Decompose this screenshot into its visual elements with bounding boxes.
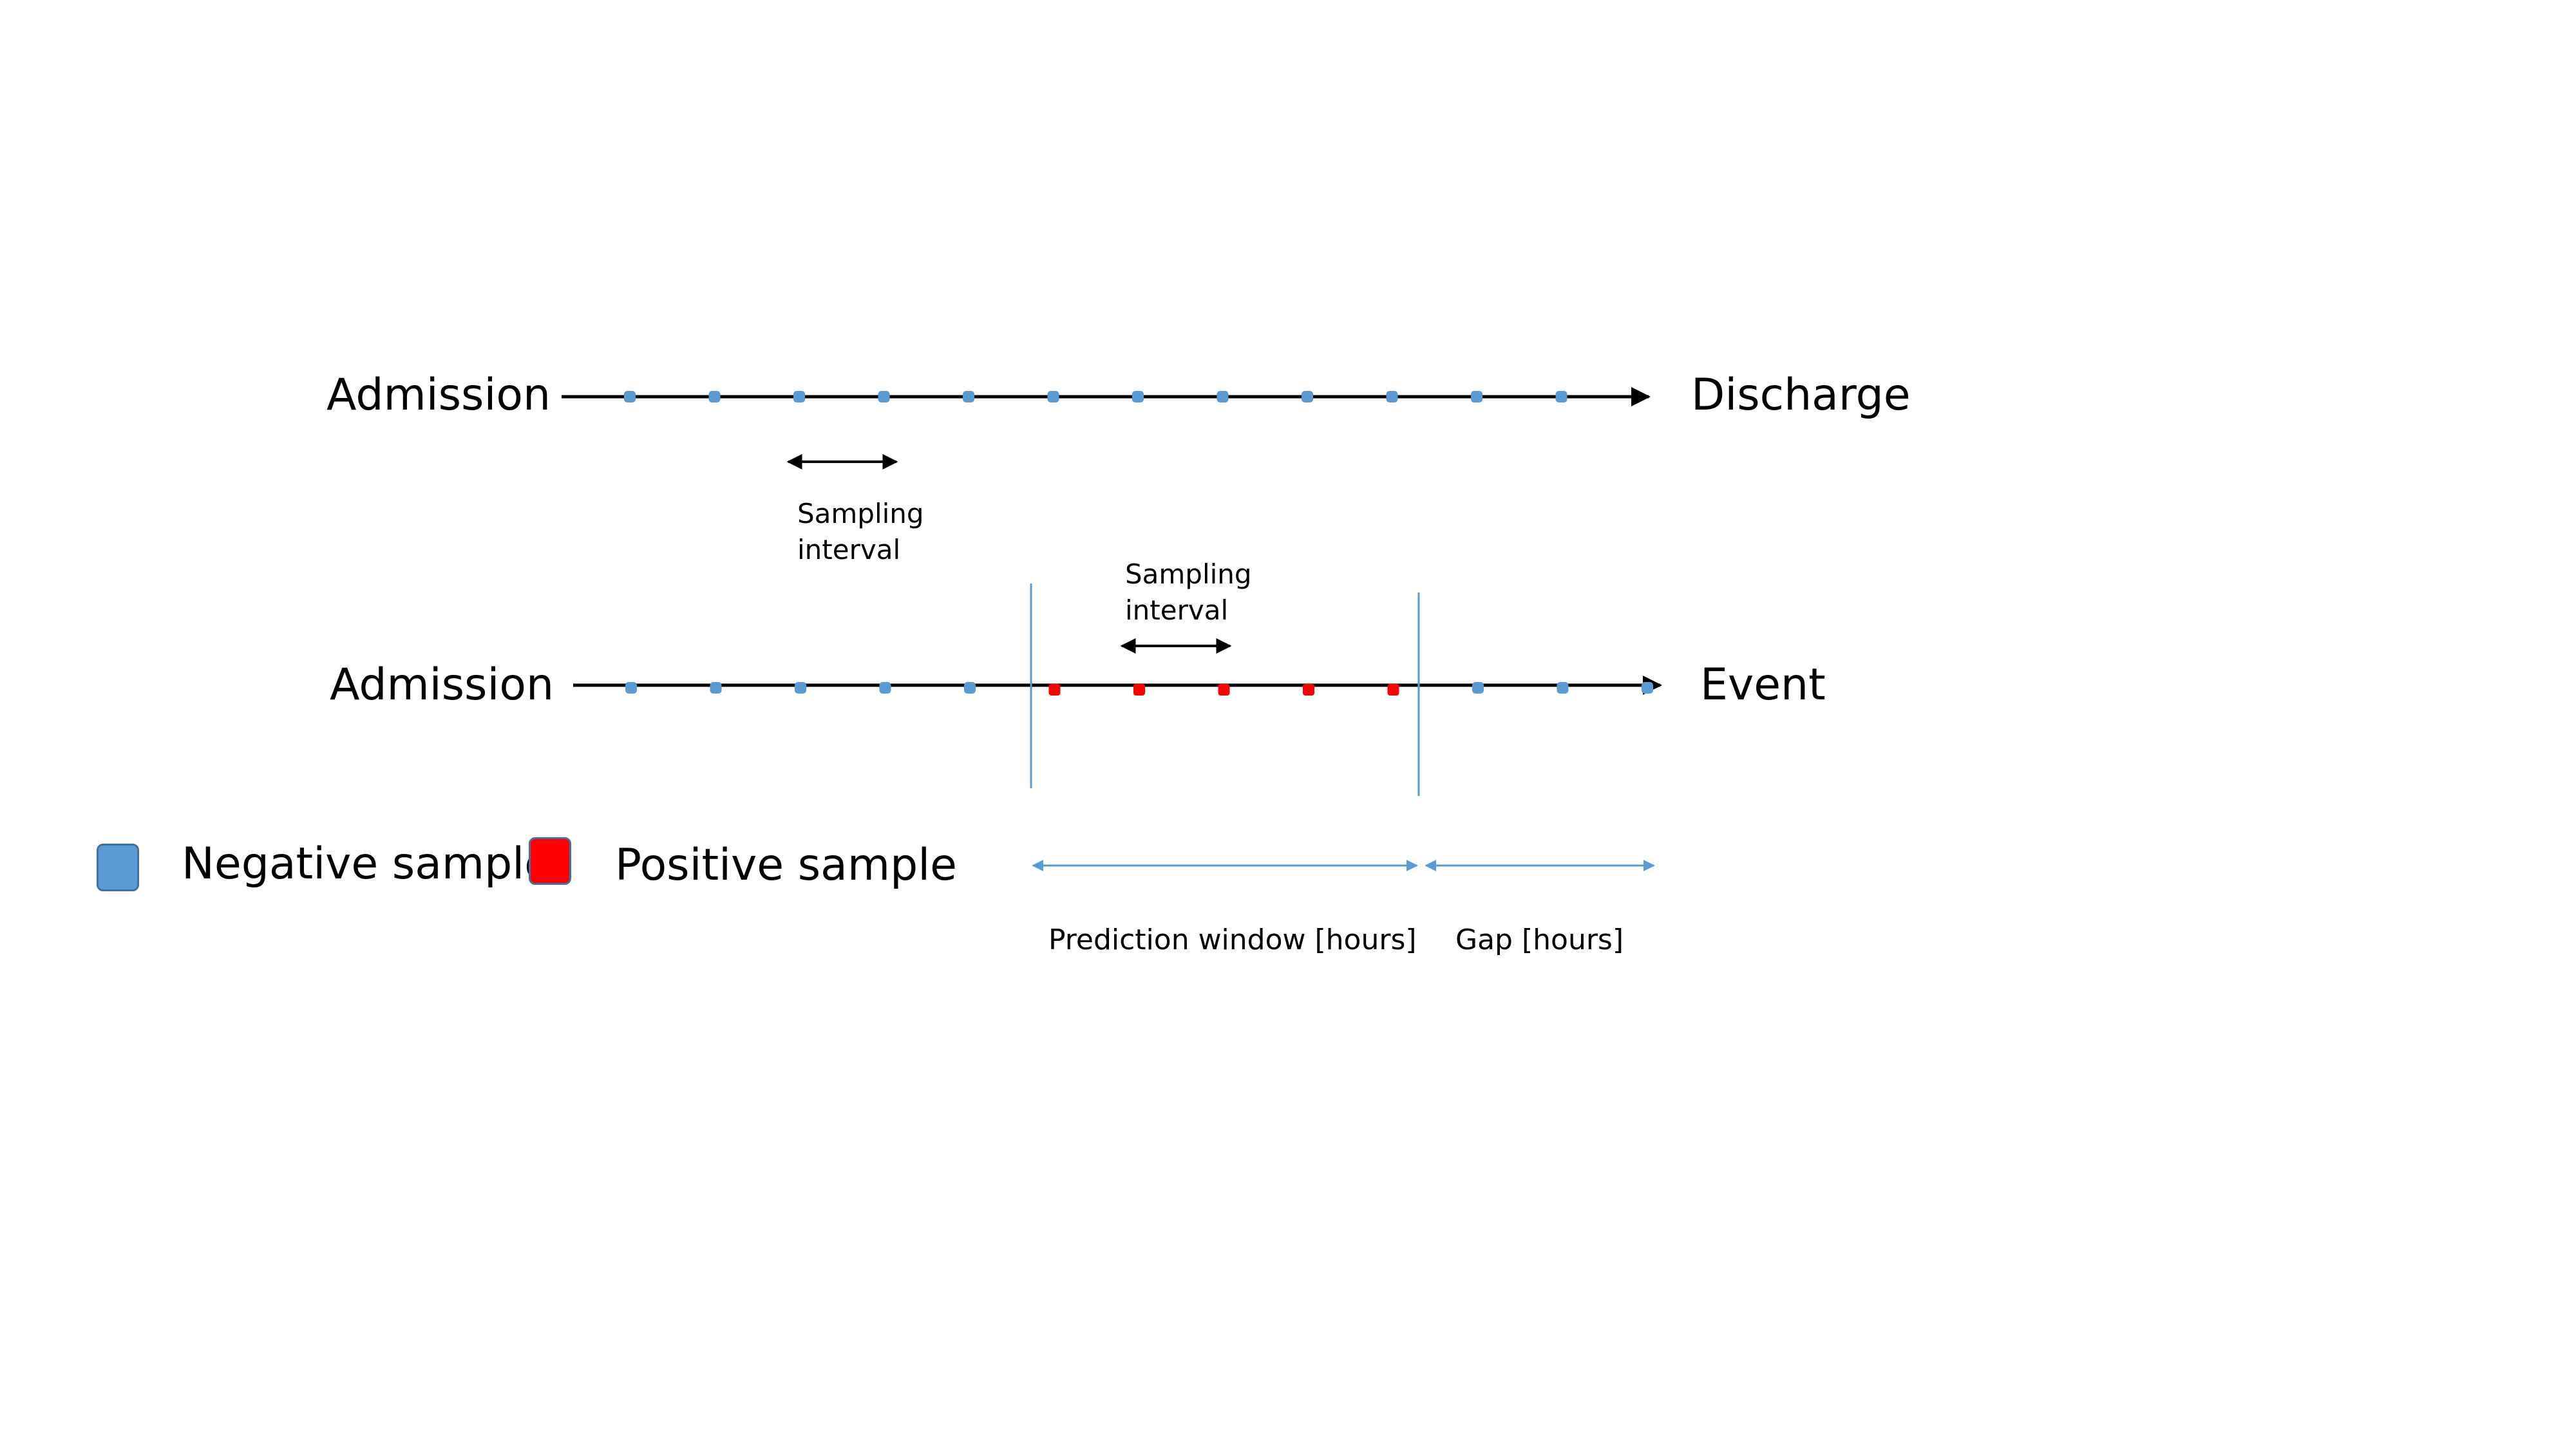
timeline-1-negative-sample-5: [963, 391, 974, 402]
timeline-2-negative-sample-3: [795, 682, 806, 694]
timeline-2-samples: [625, 682, 1653, 696]
timeline-1-negative-sample-1: [624, 391, 636, 402]
timeline-1-end-label: Discharge: [1691, 370, 1911, 421]
timeline-1-samples: [624, 391, 1567, 402]
timeline-2-negative-sample-11: [1472, 682, 1484, 694]
negative-sample-legend-swatch: [97, 844, 139, 891]
sampling-interval-label-1: Sampling interval: [797, 498, 924, 565]
gap-label: Gap [hours]: [1455, 923, 1624, 956]
timeline-1-negative-sample-8: [1217, 391, 1229, 402]
timeline-1-negative-sample-7: [1132, 391, 1144, 402]
timeline-1-negative-sample-6: [1047, 391, 1059, 402]
timeline-1-negative-sample-10: [1386, 391, 1398, 402]
timeline-1-negative-sample-2: [708, 391, 721, 402]
timeline-2-start-label: Admission: [330, 659, 554, 710]
timeline-1-start-label: Admission: [327, 370, 551, 421]
timeline-1-negative-sample-4: [878, 391, 890, 402]
timeline-2-positive-sample-8: [1218, 684, 1230, 696]
positive-sample-legend-swatch: [529, 837, 571, 885]
timeline-2-negative-sample-4: [879, 682, 891, 694]
timeline-2-negative-sample-13: [1642, 682, 1653, 694]
sampling-interval-label-2: Sampling interval: [1125, 558, 1252, 626]
timeline-2-negative-sample-2: [710, 682, 722, 694]
timeline-1-negative-sample-11: [1471, 391, 1482, 402]
timeline-2-negative-sample-1: [625, 682, 637, 694]
timeline-2-positive-sample-9: [1303, 684, 1314, 696]
timeline-2-positive-sample-10: [1387, 684, 1399, 696]
timeline-1-negative-sample-3: [793, 391, 805, 402]
timeline-2-negative-sample-12: [1557, 682, 1569, 694]
negative-sample-legend-label: Negative sample: [182, 838, 552, 889]
positive-sample-legend-label: Positive sample: [615, 840, 957, 891]
timeline-2-negative-sample-5: [964, 682, 976, 694]
timeline-2-end-label: Event: [1700, 659, 1826, 710]
timeline-2-positive-sample-7: [1133, 684, 1145, 696]
prediction-window-label: Prediction window [hours]: [1048, 923, 1417, 956]
timeline-2-positive-sample-6: [1048, 684, 1061, 696]
timeline-1-negative-sample-9: [1302, 391, 1313, 402]
timeline-1-negative-sample-12: [1555, 391, 1567, 402]
